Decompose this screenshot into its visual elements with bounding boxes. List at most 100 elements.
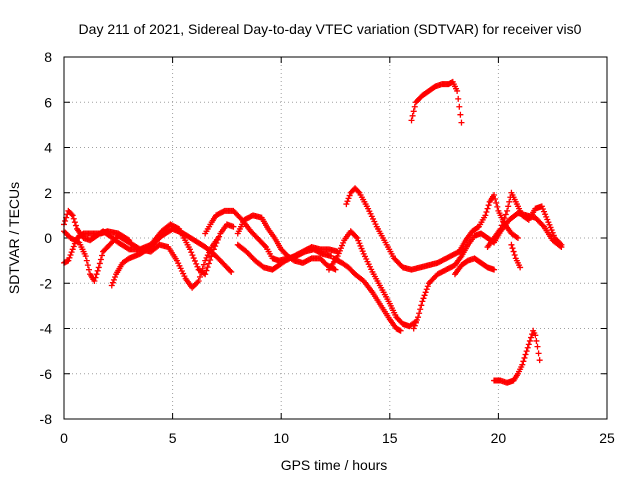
data-point <box>421 292 428 299</box>
data-point <box>420 295 427 302</box>
data-point <box>191 257 198 264</box>
x-tick-label: 20 <box>491 430 507 446</box>
data-point <box>204 264 211 271</box>
data-point <box>71 219 78 226</box>
data-point <box>196 273 203 280</box>
data-point <box>422 289 429 296</box>
data-point <box>456 103 463 110</box>
data-point <box>535 350 542 357</box>
data-point <box>527 334 534 341</box>
data-point <box>416 310 423 317</box>
data-point <box>454 87 461 94</box>
data-point <box>409 112 416 119</box>
data-point <box>411 103 418 110</box>
data-point <box>418 302 425 309</box>
data-point <box>526 337 533 344</box>
x-tick-label: 10 <box>273 430 289 446</box>
data-point <box>230 223 237 230</box>
data-point <box>215 235 222 241</box>
y-tick-label: -6 <box>40 366 53 382</box>
series-trace-6 <box>234 212 339 273</box>
data-point <box>65 257 72 264</box>
x-tick-label: 25 <box>599 430 615 446</box>
data-point <box>96 260 103 267</box>
data-point <box>524 344 531 351</box>
data-point <box>483 208 490 215</box>
data-point <box>413 317 420 324</box>
data-point <box>455 95 462 102</box>
data-point <box>513 234 520 241</box>
series-trace-9 <box>330 255 404 334</box>
data-point <box>424 283 431 290</box>
data-point <box>126 237 133 244</box>
data-point <box>72 222 79 229</box>
data-point <box>70 243 77 250</box>
series-trace-15 <box>508 241 524 271</box>
data-point <box>522 351 529 358</box>
y-tick-label: -4 <box>40 321 53 337</box>
data-point <box>353 233 360 240</box>
data-point <box>558 241 565 248</box>
data-point <box>69 212 76 219</box>
data-point <box>68 211 75 218</box>
data-point <box>509 245 516 252</box>
data-point <box>108 282 115 289</box>
data-point <box>93 271 100 278</box>
data-point <box>203 267 210 274</box>
data-point <box>485 202 492 209</box>
data-point <box>505 203 512 210</box>
data-point <box>92 274 99 281</box>
data-point <box>474 224 481 231</box>
data-point <box>343 201 350 208</box>
series-trace-14 <box>484 189 565 251</box>
data-point <box>68 249 75 256</box>
data-point <box>494 203 501 210</box>
data-point <box>188 249 195 256</box>
data-point <box>504 207 511 214</box>
data-point <box>344 198 351 205</box>
data-point <box>519 361 526 368</box>
data-point <box>458 119 465 126</box>
y-axis-label: SDTVAR / TECUs <box>6 182 22 294</box>
data-point <box>493 199 500 206</box>
data-point <box>71 240 78 247</box>
data-point <box>510 248 517 255</box>
data-point <box>419 298 426 305</box>
data-point <box>62 218 69 225</box>
data-point <box>199 265 206 272</box>
data-point <box>498 222 505 229</box>
data-point <box>195 277 202 284</box>
y-tick-label: 6 <box>44 94 52 110</box>
data-point <box>193 260 200 267</box>
data-point <box>410 325 417 332</box>
series-trace-16 <box>408 78 465 126</box>
data-point <box>423 286 430 293</box>
data-point <box>70 215 77 222</box>
data-point <box>534 343 541 350</box>
data-point <box>194 263 201 270</box>
data-point <box>345 195 352 202</box>
y-tick-label: -8 <box>40 411 53 427</box>
data-point <box>355 188 362 195</box>
chart-title: Day 211 of 2021, Sidereal Day-to-day VTE… <box>79 21 582 37</box>
data-point <box>514 235 521 241</box>
data-point <box>124 236 131 243</box>
data-point <box>186 246 193 253</box>
data-point <box>415 314 422 321</box>
data-point <box>525 341 532 348</box>
data-point <box>417 306 424 313</box>
data-point <box>533 337 540 344</box>
y-tick-label: -2 <box>40 275 53 291</box>
data-point <box>204 252 211 259</box>
data-point <box>189 252 196 259</box>
data-point <box>412 319 419 326</box>
data-point <box>198 269 205 276</box>
data-point <box>497 225 504 232</box>
series-trace-4 <box>108 225 235 289</box>
data-point <box>112 274 119 281</box>
data-point <box>506 198 513 205</box>
data-point <box>410 108 417 115</box>
series-trace-7 <box>234 241 341 273</box>
data-point <box>85 266 92 273</box>
